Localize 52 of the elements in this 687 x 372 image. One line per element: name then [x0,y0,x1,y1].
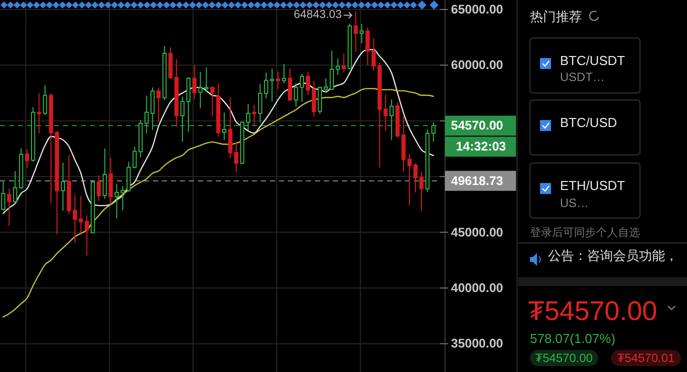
candlestick [419,171,424,212]
y-tick-label: 45000.00 [451,225,504,240]
candlestick [180,96,185,142]
candlestick [198,71,202,109]
y-tick-label: 60000.00 [451,58,504,72]
candlestick [252,104,256,126]
text: ETH/USDT [560,178,626,193]
text: 登录后可同步个人自选 [530,226,640,239]
candlestick [174,58,179,128]
line-series [2,88,434,318]
y-tick-label: 65000.00 [451,2,504,16]
candlestick [258,84,262,124]
text: 578.07(1.07%) [530,331,616,346]
candlestick [389,98,394,141]
candlestick [192,64,196,100]
candlestick [36,92,42,134]
text: US… [560,196,589,210]
candlestick [401,115,406,172]
annotation: 64843.03 [294,9,342,22]
candlestick [360,23,364,44]
text: ₮54570.01 [617,351,676,365]
text: BTC/USD [560,115,618,130]
candlestick [7,188,12,226]
candlestick [282,63,286,84]
text: BTC/USDT [560,53,626,68]
y-tick-label: 40000.00 [451,280,504,295]
ref-line-label: 54570.00 [451,118,504,133]
candlestick [108,157,113,204]
candlestick [72,194,77,244]
candlestick [222,112,226,141]
text: 公告：咨询会员功能， [548,248,678,263]
text: 热门推荐 [530,9,582,24]
candlestick [270,68,274,102]
candlestick [264,72,268,99]
candlestick [354,10,358,52]
candlestick [144,95,149,134]
candlestick [306,71,310,96]
candlestick [276,71,280,90]
candlestick [66,154,72,215]
candlestick [60,162,66,212]
y-tick-label: 35000.00 [451,336,504,351]
candlestick [407,154,412,206]
text: USDT… [560,70,605,84]
text: ₮54570.00 [535,351,594,365]
ref-line-label: 49618.73 [451,174,504,188]
candlestick [156,87,161,122]
candlestick [138,119,143,158]
text: 14:32:03 [456,140,506,154]
candlestick [102,148,107,200]
candlestick [384,94,388,132]
text: ₮54570.00 [528,296,658,326]
candlestick [312,80,316,118]
